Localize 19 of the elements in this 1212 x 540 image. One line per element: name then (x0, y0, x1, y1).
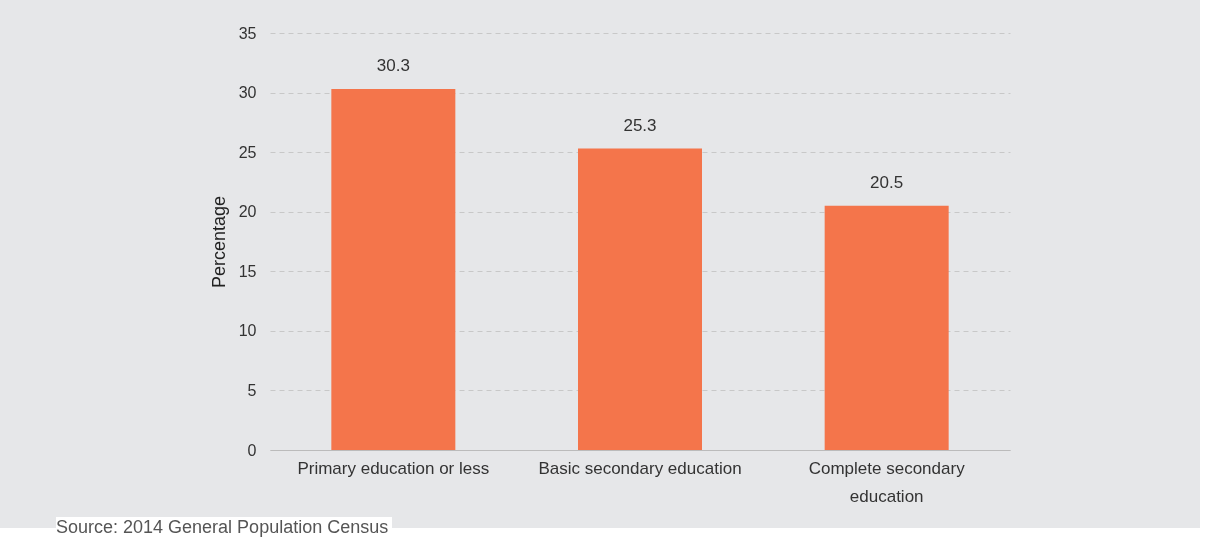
x-tick-label: Complete secondary education (808, 458, 966, 506)
y-tick-label: 20 (238, 203, 257, 221)
x-tick-label: Primary education or less (297, 458, 490, 478)
y-tick-label: 0 (247, 441, 257, 459)
y-axis-title: Percentage (208, 195, 229, 289)
source-note: Source: 2014 General Population Census (56, 517, 393, 538)
data-label: 25.3 (623, 115, 657, 135)
bar (824, 205, 949, 450)
y-tick-label: 25 (238, 143, 257, 161)
bar (578, 148, 702, 450)
x-tick-label: Basic secondary education (538, 458, 742, 478)
bar (331, 89, 456, 450)
y-tick-label: 5 (247, 381, 257, 399)
y-tick-label: 30 (238, 84, 257, 102)
data-label: 30.3 (376, 56, 410, 75)
data-label: 20.5 (870, 172, 904, 192)
y-tick-label: 35 (238, 24, 257, 42)
y-tick-label: 10 (238, 322, 257, 340)
y-tick-label: 15 (238, 262, 257, 280)
